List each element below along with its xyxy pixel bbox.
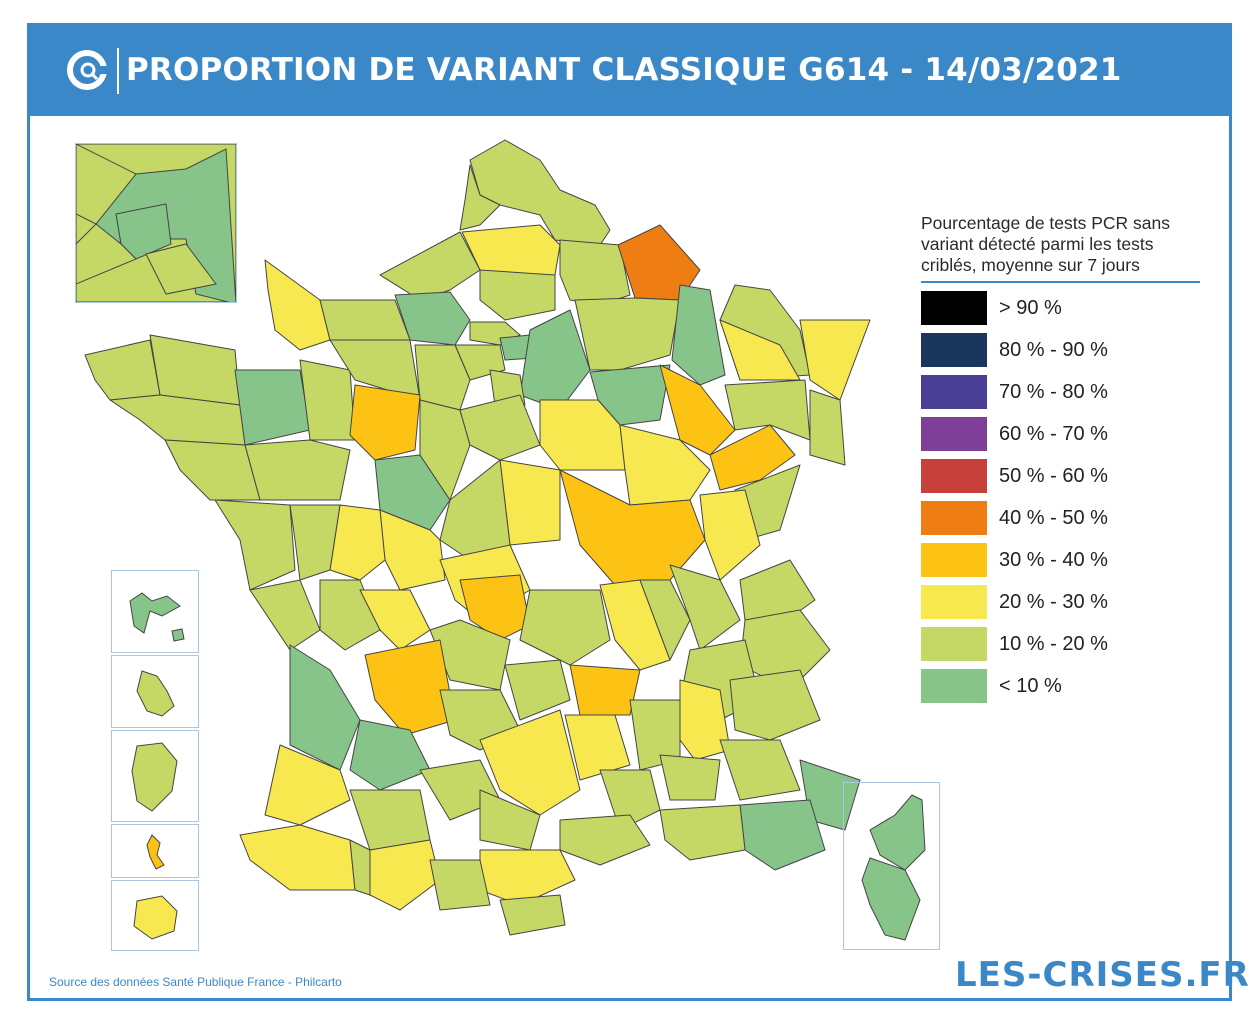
legend-swatch (921, 501, 987, 535)
dept-pyrenees-atlantiques (239, 824, 356, 891)
inset-martinique (111, 655, 199, 728)
dept-vendee (214, 499, 296, 591)
header-separator (117, 48, 119, 94)
legend-label: 10 % - 20 % (999, 633, 1108, 655)
dept-maine-et-loire (244, 439, 351, 501)
dept-loire (599, 579, 671, 671)
dept-seine-maritime (379, 231, 481, 301)
dept-finistere (84, 339, 161, 401)
dept-meuse (671, 284, 726, 386)
dept-hautes-alpes (729, 669, 821, 741)
dept-cotes-darmor (149, 334, 241, 406)
dept-haut-rhin (809, 389, 846, 466)
dept-ariege (429, 859, 491, 911)
legend-swatch (921, 375, 987, 409)
legend-label: < 10 % (999, 675, 1062, 697)
inset-mayotte (111, 824, 199, 878)
dept-oise (479, 269, 556, 321)
legend-label: 60 % - 70 % (999, 423, 1108, 445)
legend-swatch (921, 669, 987, 703)
legend-swatch (921, 417, 987, 451)
legend-swatch (921, 333, 987, 367)
dept-var (739, 799, 826, 871)
dept-corse-du-sud (861, 857, 921, 941)
dept-saone-et-loire (559, 469, 706, 586)
dept-haute-loire (569, 664, 641, 716)
dept-lozere (564, 714, 631, 781)
dept-alpes-haute-provence (719, 739, 801, 801)
dept-aube (589, 364, 671, 426)
legend-label: 50 % - 60 % (999, 465, 1108, 487)
dept-jura (699, 489, 761, 581)
legend-label: 80 % - 90 % (999, 339, 1108, 361)
dept-hautes-pyrenees (349, 839, 371, 896)
dept-pyrenees-orientales (499, 894, 566, 936)
dept-ardennes (617, 224, 701, 301)
dept-deux-sevres (289, 504, 341, 581)
page-title: PROPORTION DE VARIANT CLASSIQUE G614 - 1… (126, 52, 1122, 88)
dept-gironde (289, 644, 361, 771)
dept-creuse (459, 574, 531, 641)
dept-loir-et-cher (419, 399, 471, 501)
dept-haute-vienne (359, 589, 431, 651)
dept-ille-et-vilaine (234, 369, 311, 446)
legend-label: > 90 % (999, 297, 1062, 319)
brand-logo: LES-CRISES.FR (955, 955, 1250, 995)
dept-aveyron (479, 709, 581, 816)
dept-herault (559, 814, 651, 866)
legend-swatch (921, 543, 987, 577)
dept-vosges (724, 379, 811, 441)
dept-calvados (264, 259, 331, 351)
dept-gers (349, 789, 431, 851)
legend-label: 30 % - 40 % (999, 549, 1108, 571)
dept-haute-marne (659, 364, 736, 456)
dept-eure-et-loir (414, 344, 471, 411)
inset-ile-de-france (75, 143, 237, 303)
dept-vaucluse (659, 754, 721, 801)
dept-cantal (504, 659, 571, 721)
dept-sarthe (349, 384, 421, 461)
inset-corse-frame (843, 782, 940, 950)
dept-haute-corse (869, 794, 926, 871)
les-crises-logo-icon (67, 50, 107, 90)
dept-pas-de-calais (459, 164, 501, 231)
dept-marne (574, 297, 681, 371)
inset-guyane (111, 730, 199, 822)
inset-guadeloupe (111, 570, 199, 653)
dept-dordogne (364, 639, 456, 736)
dept-seine-et-marne (519, 309, 591, 411)
source-note: Source des données Santé Publique France… (49, 975, 342, 989)
dept-loiret (459, 394, 541, 461)
header-bar (27, 23, 1232, 116)
dept-loire-atlantique (164, 439, 261, 501)
dept-ain (669, 564, 741, 651)
dept-lot-et-garonne (349, 719, 431, 791)
legend-label: 20 % - 30 % (999, 591, 1108, 613)
dept-puy-de-dome (519, 589, 611, 666)
legend-label: 70 % - 80 % (999, 381, 1108, 403)
legend-swatch (921, 459, 987, 493)
legend-title: Pourcentage de tests PCR sans variant dé… (921, 213, 1171, 275)
legend-swatch (921, 627, 987, 661)
dept-mayenne (299, 359, 356, 441)
legend-swatch (921, 585, 987, 619)
dept-haute-saone (709, 424, 796, 491)
dept-charente-maritime (249, 579, 321, 651)
legend-swatch (921, 291, 987, 325)
dept-drome (679, 679, 731, 761)
legend-label: 40 % - 50 % (999, 507, 1108, 529)
legend-divider (921, 281, 1200, 283)
inset-reunion (111, 880, 199, 951)
dept-bouches-du-rhone (659, 804, 746, 861)
dept-bas-rhin (799, 319, 871, 401)
dept-haute-garonne (369, 839, 441, 911)
dept-landes (264, 744, 351, 826)
dept-indre-et-loire (374, 454, 451, 531)
